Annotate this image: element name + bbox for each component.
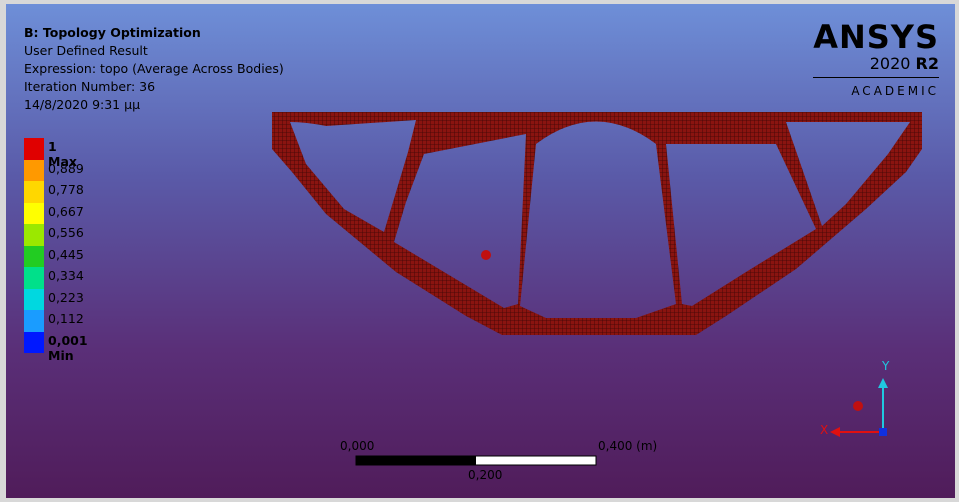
version: 2020 R2: [813, 54, 939, 78]
viewport: 0,000 0,400 (m) 0,200 Y X B: Topology Op…: [6, 4, 955, 498]
legend-swatch: [24, 160, 44, 182]
legend-swatch: [24, 181, 44, 203]
scale-end: 0,400 (m): [598, 439, 657, 453]
legend-label: 0,667: [48, 204, 84, 219]
scale-middle: 0,200: [468, 468, 502, 482]
legend-swatch: [24, 289, 44, 311]
legend-swatch: [24, 267, 44, 289]
scale-bar-fill: [356, 456, 476, 465]
logo: ANSYS 2020 R2 ACADEMIC: [813, 20, 939, 98]
scale-start: 0,000: [340, 439, 374, 453]
legend-label: 0,889: [48, 161, 84, 176]
edition: ACADEMIC: [813, 84, 939, 98]
axis-x-label: X: [820, 423, 828, 437]
legend-swatch: [24, 138, 44, 160]
title: B: Topology Optimization: [24, 24, 284, 42]
arrow: [830, 427, 840, 437]
legend-label: 0,445: [48, 247, 84, 262]
header-line: Iteration Number: 36: [24, 78, 284, 96]
topology-body: [272, 112, 922, 335]
legend-label: 0,001 Min: [48, 333, 88, 363]
legend-label: 0,334: [48, 268, 84, 283]
legend-label: 0,556: [48, 225, 84, 240]
page: 0,000 0,400 (m) 0,200 Y X B: Topology Op…: [0, 0, 959, 502]
axis-y-label: Y: [881, 359, 890, 373]
legend-swatch: [24, 246, 44, 268]
marker: [481, 250, 491, 260]
legend-swatch: [24, 224, 44, 246]
arrow: [878, 378, 888, 388]
legend-swatch: [24, 310, 44, 332]
year: 2020: [870, 54, 911, 73]
header-line: 14/8/2020 9:31 μμ: [24, 96, 284, 114]
release: R2: [916, 54, 939, 73]
header-line: Expression: topo (Average Across Bodies): [24, 60, 284, 78]
marker: [853, 401, 863, 411]
legend-swatch: [24, 332, 44, 354]
legend-swatch: [24, 203, 44, 225]
legend-label: 0,223: [48, 290, 84, 305]
legend-label: 0,112: [48, 311, 84, 326]
brand: ANSYS: [813, 20, 939, 54]
legend-label: 0,778: [48, 182, 84, 197]
axis-z: [879, 428, 887, 436]
header-line: User Defined Result: [24, 42, 284, 60]
